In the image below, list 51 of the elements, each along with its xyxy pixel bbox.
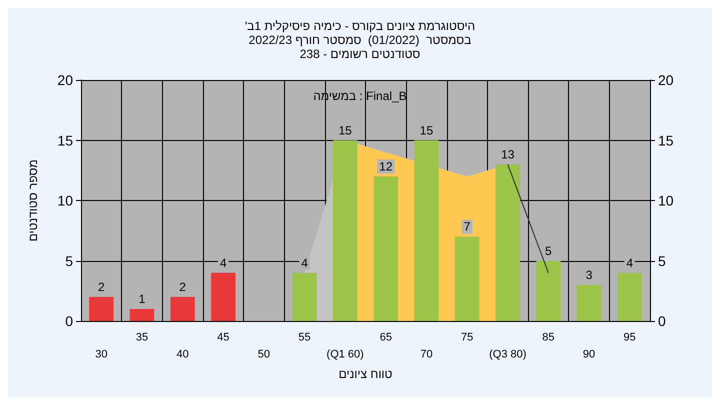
- x-tick-label: (Q1 60): [326, 348, 364, 360]
- data-label: 15: [338, 123, 352, 138]
- data-label: 3: [586, 268, 593, 282]
- x-tick-label: 85: [542, 332, 555, 344]
- bar: [374, 176, 398, 321]
- bar: [414, 140, 439, 321]
- y2-tick-label: 5: [658, 252, 666, 269]
- x-axis-title: טווח ציונים: [338, 366, 393, 381]
- y2-tick-label: 10: [658, 192, 674, 208]
- x-tick-label: (Q3 80): [489, 348, 526, 360]
- bar: [130, 308, 154, 321]
- data-label: 4: [626, 256, 634, 270]
- bar: [576, 284, 602, 321]
- x-tick-label: 40: [176, 348, 189, 360]
- bar: [170, 296, 195, 321]
- y2-tick-label: 15: [658, 132, 674, 148]
- data-label: 7: [464, 220, 471, 234]
- data-label: 15: [420, 123, 434, 138]
- data-label: 13: [501, 147, 515, 162]
- y-tick-label: 15: [57, 132, 74, 148]
- data-label: 12: [379, 159, 393, 174]
- bar: [496, 164, 520, 321]
- data-label: 4: [301, 256, 308, 270]
- x-tick-label: 45: [217, 332, 230, 344]
- y-tick-label: 20: [57, 72, 74, 88]
- data-label: 5: [545, 244, 552, 258]
- y-tick-label: 5: [65, 252, 74, 269]
- x-tick-label: 95: [624, 332, 636, 344]
- data-label: 4: [220, 256, 227, 270]
- bar: [536, 260, 561, 321]
- x-tick-label: 35: [136, 332, 148, 344]
- y-tick-label: 0: [65, 313, 74, 329]
- y2-tick-label: 20: [658, 72, 674, 88]
- data-label: 1: [138, 292, 146, 306]
- data-label: 2: [179, 280, 186, 294]
- bar: [454, 236, 480, 321]
- x-tick-label: 30: [95, 348, 108, 360]
- x-tick-label: 50: [258, 348, 270, 360]
- y2-tick-label: 0: [658, 313, 666, 329]
- y-tick-label: 10: [57, 192, 74, 208]
- y-axis-title: מספר סטודנטים: [26, 159, 40, 242]
- data-label: 2: [98, 280, 105, 294]
- x-tick-label: 90: [582, 348, 596, 360]
- x-tick-label: 65: [380, 332, 392, 344]
- bar: [89, 296, 114, 321]
- x-tick-label: 75: [460, 332, 474, 344]
- chart-title: 'היסטוגרמת ציונים בקורס - כימיה פיסיקלית 1ב בסמסטר (01/2022) סמסטר חורף 2022/23 סטודנטים רשומים - 238: [244, 19, 476, 61]
- bar: [211, 272, 236, 321]
- bar: [617, 272, 642, 321]
- x-tick-label: 70: [420, 348, 433, 360]
- x-tick-label: 55: [298, 332, 311, 344]
